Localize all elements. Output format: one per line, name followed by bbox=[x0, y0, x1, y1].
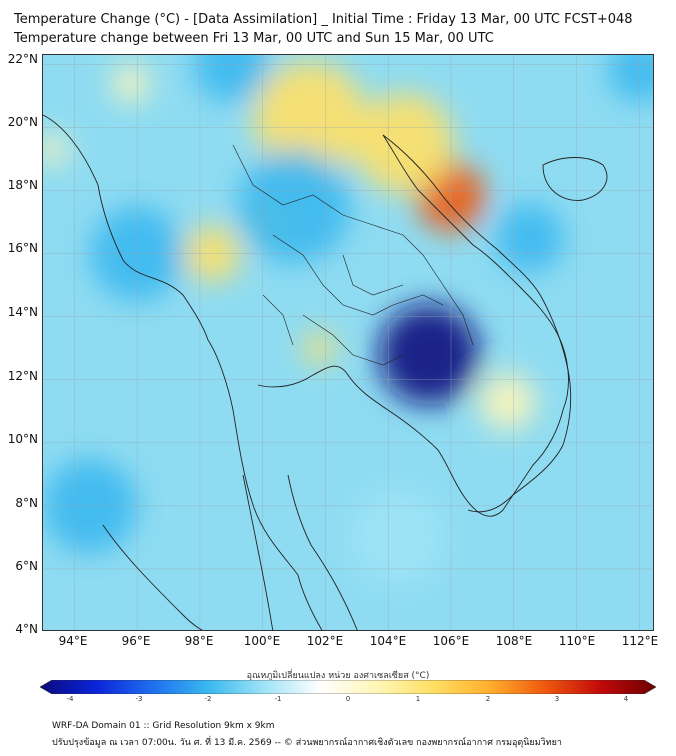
lat-label: 20°N bbox=[7, 115, 38, 129]
lat-label: 18°N bbox=[7, 178, 38, 192]
colorbar-tick: 1 bbox=[415, 695, 421, 703]
colorbar-tick: 0 bbox=[345, 695, 351, 703]
temperature-field bbox=[43, 55, 653, 585]
lon-label: 112°E bbox=[621, 634, 659, 648]
warm-anomaly bbox=[353, 92, 455, 194]
cold-anomaly bbox=[237, 149, 351, 264]
warm-anomaly bbox=[253, 61, 367, 175]
lat-label: 6°N bbox=[15, 559, 38, 573]
lon-label: 96°E bbox=[121, 634, 151, 648]
warm-anomaly bbox=[43, 133, 69, 166]
warm-anomaly bbox=[112, 64, 150, 103]
lon-label: 94°E bbox=[58, 634, 88, 648]
lat-label: 14°N bbox=[7, 305, 38, 319]
lon-label: 100°E bbox=[243, 634, 281, 648]
lon-label: 102°E bbox=[306, 634, 344, 648]
coastlines bbox=[43, 114, 608, 630]
lat-label: 4°N bbox=[15, 622, 38, 636]
colorbar-tick: -2 bbox=[204, 695, 212, 703]
colorbar-label: อุณหภูมิเปลี่ยนแปลง หน่วย องศาเซลเซียส (… bbox=[246, 671, 430, 681]
colorbar-tick: -3 bbox=[135, 695, 143, 703]
cold-anomaly bbox=[607, 55, 653, 103]
lat-label: 10°N bbox=[7, 432, 38, 446]
colorbar-body bbox=[40, 680, 656, 694]
colorbar-tick: -4 bbox=[66, 695, 74, 703]
vietnam-coast bbox=[382, 134, 572, 513]
thailand-coast bbox=[257, 134, 569, 517]
colorbar-tick: 3 bbox=[554, 695, 560, 703]
graticule bbox=[43, 55, 653, 630]
warm-anomaly bbox=[303, 332, 335, 364]
mainland-outline bbox=[43, 114, 323, 630]
cold-anomaly bbox=[193, 55, 269, 103]
border-lines bbox=[232, 144, 474, 366]
peninsula-west bbox=[242, 474, 274, 630]
cold-anomaly bbox=[494, 203, 564, 273]
peninsula-east bbox=[287, 474, 358, 630]
temperature-map bbox=[43, 55, 653, 630]
colorbar-tick: 4 bbox=[623, 695, 629, 703]
lon-label: 104°E bbox=[369, 634, 407, 648]
map-title: Temperature Change (°C) - [Data Assimila… bbox=[14, 12, 633, 27]
lon-label: 110°E bbox=[558, 634, 596, 648]
map-subtitle: Temperature change between Fri 13 Mar, 0… bbox=[14, 31, 494, 46]
lat-label: 8°N bbox=[15, 496, 38, 510]
hainan-island bbox=[542, 157, 608, 201]
colorbar-tick: 2 bbox=[485, 695, 491, 703]
lon-label: 98°E bbox=[184, 634, 214, 648]
sumatra-coast bbox=[102, 524, 203, 630]
lon-label: 108°E bbox=[495, 634, 533, 648]
lat-label: 16°N bbox=[7, 241, 38, 255]
footer-model-info: WRF-DA Domain 01 :: Grid Resolution 9km … bbox=[52, 721, 275, 731]
colorbar bbox=[40, 680, 656, 694]
cold-anomaly bbox=[350, 490, 445, 585]
colorbar-tick: -1 bbox=[274, 695, 282, 703]
lon-label: 106°E bbox=[432, 634, 470, 648]
footer-credit: ปรับปรุงข้อมูล ณ เวลา 07:00น. วัน ศ. ที่… bbox=[52, 738, 562, 748]
warm-anomaly bbox=[479, 373, 536, 431]
lat-label: 12°N bbox=[7, 369, 38, 383]
map-panel bbox=[42, 54, 654, 631]
lat-label: 22°N bbox=[7, 52, 38, 66]
